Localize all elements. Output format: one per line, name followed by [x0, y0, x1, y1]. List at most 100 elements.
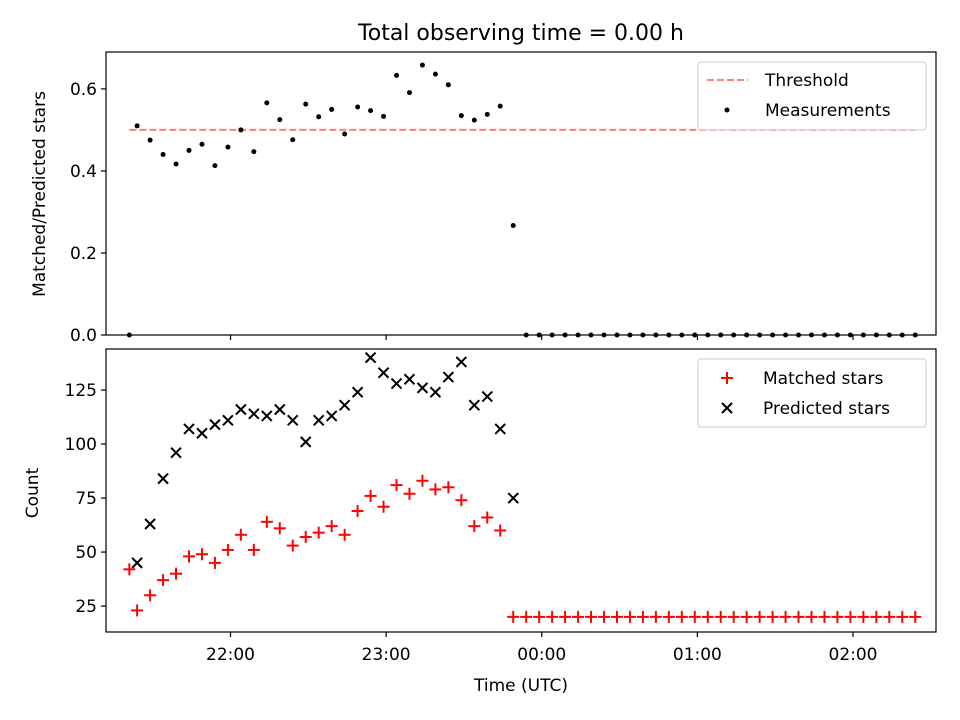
- measurement-point: [199, 141, 205, 147]
- matched-star-point: [883, 610, 896, 623]
- predicted-star-point: [442, 371, 455, 383]
- predicted-star-point: [377, 367, 390, 379]
- matched-star-point: [572, 610, 585, 623]
- x-tick-label: 02:00: [829, 645, 878, 665]
- measurement-point: [342, 131, 348, 137]
- chart-title: Total observing time = 0.00 h: [357, 21, 684, 46]
- predicted-star-point: [300, 436, 312, 448]
- predicted-star-point: [209, 418, 221, 431]
- matched-star-point: [831, 610, 844, 623]
- matched-star-point: [701, 610, 714, 623]
- matched-star-point: [546, 610, 559, 623]
- bottom-panel: 25 50 75 100 125 22:00 23:00 00:00 01:00 02:00 C…: [23, 348, 937, 696]
- matched-star-point: [170, 567, 183, 580]
- predicted-star-point: [248, 408, 260, 420]
- matched-star-point: [377, 500, 390, 513]
- matched-star-point: [909, 610, 922, 623]
- measurement-point: [329, 106, 335, 112]
- measurement-point: [277, 117, 283, 123]
- top-y-tick-label: 0.0: [70, 326, 97, 346]
- predicted-star-point: [390, 377, 403, 390]
- predicted-star-point: [494, 423, 506, 435]
- top-legend: Threshold Measurements: [697, 61, 927, 131]
- x-tick-label: 22:00: [206, 645, 255, 665]
- top-legend-box: [697, 61, 927, 131]
- matched-star-point: [338, 528, 351, 541]
- bottom-y-axis-label: Count: [23, 467, 43, 518]
- matched-star-point: [727, 610, 740, 623]
- matched-star-point: [714, 610, 727, 623]
- predicted-star-point: [235, 403, 247, 416]
- matched-star-point: [805, 610, 818, 623]
- legend-predicted-label: Predicted stars: [763, 399, 890, 419]
- bottom-y-tick-label: 25: [75, 597, 97, 617]
- x-axis-label: Time (UTC): [473, 676, 568, 696]
- matched-star-point: [533, 610, 546, 623]
- matched-star-point: [234, 528, 247, 541]
- top-panel: 0.0 0.2 0.4 0.6 Matched/Predicted stars Thr…: [30, 51, 937, 346]
- measurement-point: [381, 113, 387, 119]
- predicted-star-point: [429, 386, 442, 398]
- predicted-star-point: [274, 403, 286, 416]
- measurement-point: [225, 144, 231, 150]
- matched-star-point: [416, 474, 429, 487]
- measurement-point: [186, 147, 192, 153]
- matched-star-point: [623, 610, 636, 623]
- matched-star-point: [585, 610, 598, 623]
- matched-star-point: [481, 511, 494, 524]
- predicted-star-point: [287, 414, 299, 426]
- matched-star-point: [286, 539, 299, 552]
- matched-star-point: [195, 548, 208, 561]
- matched-star-point: [260, 515, 273, 528]
- matched-star-point: [688, 610, 701, 623]
- bottom-y-tick-label: 50: [75, 543, 97, 563]
- measurement-point: [212, 163, 218, 169]
- measurement-point: [406, 90, 412, 96]
- matched-star-point: [403, 487, 416, 500]
- matched-star-point: [559, 610, 572, 623]
- predicted-star-point: [507, 492, 519, 504]
- measurement-point: [445, 82, 451, 88]
- matched-star-point: [144, 589, 157, 602]
- measurement-point: [160, 152, 166, 158]
- bottom-legend-box: [697, 358, 927, 428]
- matched-star-point: [325, 520, 338, 533]
- measurement-point: [432, 71, 438, 77]
- bottom-axes-frame: [105, 348, 937, 633]
- x-tick-label: 23:00: [362, 645, 411, 665]
- legend-threshold-label: Threshold: [764, 71, 849, 91]
- measurement-point: [471, 117, 477, 123]
- matched-star-point: [468, 520, 481, 533]
- predicted-star-point: [131, 557, 143, 569]
- matched-star-point: [299, 530, 312, 543]
- matched-star-point: [753, 610, 766, 623]
- matched-star-point: [494, 524, 507, 537]
- predicted-star-point: [403, 373, 416, 385]
- predicted-star-point: [468, 399, 481, 411]
- predicted-star-point: [325, 410, 338, 422]
- predicted-star-point: [261, 410, 273, 422]
- measurement-point: [290, 137, 296, 143]
- predicted-star-point: [351, 386, 364, 398]
- measurement-point: [355, 104, 361, 110]
- measurement-point: [458, 113, 464, 119]
- predicted-star-point: [364, 351, 377, 364]
- top-y-tick-label: 0.2: [70, 244, 97, 264]
- predicted-star-point: [144, 518, 156, 530]
- matched-star-point: [351, 505, 364, 518]
- matched-star-point: [364, 489, 377, 502]
- matched-star-point: [429, 483, 442, 496]
- bottom-y-tick-label: 100: [65, 435, 97, 455]
- predicted-star-point: [481, 390, 493, 403]
- top-axes-frame: [105, 51, 937, 336]
- matched-star-point: [273, 522, 286, 535]
- top-y-tick-label: 0.4: [70, 162, 97, 182]
- matched-star-point: [649, 610, 662, 623]
- predicted-star-point: [222, 414, 234, 426]
- matched-star-point: [610, 610, 623, 623]
- measurement-point: [238, 127, 244, 133]
- measurement-point: [134, 123, 140, 129]
- predicted-star-point: [416, 382, 429, 394]
- measurement-point: [510, 222, 516, 228]
